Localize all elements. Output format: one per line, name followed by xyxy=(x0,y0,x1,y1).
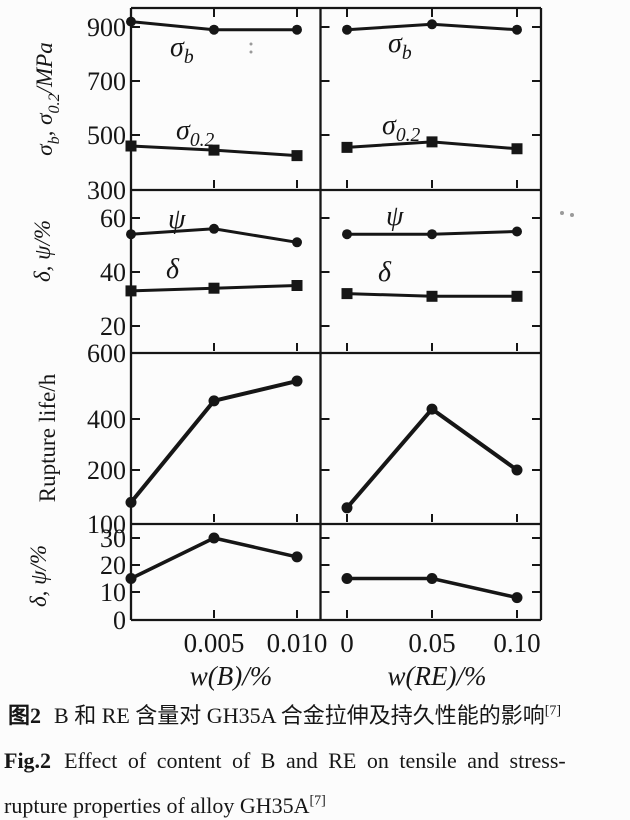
x-tick-label: 0.10 xyxy=(493,628,540,658)
y-axis-title: Rupture life/h xyxy=(35,373,60,502)
x-axis-title: w(RE)/% xyxy=(388,661,487,691)
series-col1-row2-0 xyxy=(341,403,523,514)
x-tick-label: 0.05 xyxy=(408,628,455,658)
series-label: σ0.2 xyxy=(176,115,215,151)
series-col1-row0-1: σ0.2 xyxy=(341,110,523,155)
y-tick-label: 100 xyxy=(87,510,126,539)
y-tick-label: 10 xyxy=(100,578,126,607)
series-col0-row3-0 xyxy=(125,532,303,584)
series-label: δ xyxy=(166,254,180,285)
caption-text-en-1: Effect of content of B and RE on tensile… xyxy=(64,748,566,773)
caption-line-chinese: 图2 B 和 RE 含量对 GH35A 合金拉伸及持久性能的影响[7] xyxy=(4,702,624,730)
y-tick-label: 60 xyxy=(100,204,126,233)
caption-reference-superscript: [7] xyxy=(309,793,326,809)
y-tick-label: 700 xyxy=(87,67,126,96)
axis-ticks xyxy=(132,9,540,618)
series-col0-row0-0: σb xyxy=(126,16,302,68)
series-col1-row1-1: δ xyxy=(341,257,523,302)
series-label: δ xyxy=(378,257,392,288)
y-tick-label: 30 xyxy=(100,524,126,553)
caption-text-en-2: rupture properties of alloy GH35A xyxy=(4,793,310,818)
panel-frame xyxy=(129,6,543,622)
x-axis-title: w(B)/% xyxy=(190,661,272,691)
y-axis-title: σb, σ0.2/MPa xyxy=(32,42,63,155)
series-col0-row2-0 xyxy=(125,375,303,508)
series-col0-row0-1: σ0.2 xyxy=(125,115,303,162)
series-label: σb xyxy=(388,28,412,64)
x-tick-label: 0.005 xyxy=(184,628,245,658)
y-axis-title: δ, ψ/% xyxy=(30,220,55,282)
x-tick-label: 0.010 xyxy=(267,628,328,658)
y-tick-label: 500 xyxy=(87,121,126,150)
y-tick-label: 0 xyxy=(113,606,126,635)
y-tick-label: 40 xyxy=(100,258,126,287)
scan-specks xyxy=(249,42,574,217)
caption-label-zh: 图2 xyxy=(8,703,42,728)
series-label: ψ xyxy=(386,201,404,232)
caption-label-en: Fig.2 xyxy=(4,748,52,773)
figure-plot: 900 700 500 300 60 40 20 600 400 200 100 30 20 10 0 0.0… xyxy=(26,6,574,691)
caption-text-zh: B 和 RE 含量对 GH35A 合金拉伸及持久性能的影响 xyxy=(54,703,545,728)
series-col0-row1-0: ψ xyxy=(126,204,302,248)
y-tick-label: 200 xyxy=(87,456,126,485)
y-tick-label: 20 xyxy=(100,551,126,580)
series-label: σ0.2 xyxy=(382,110,421,146)
caption-reference-superscript: [7] xyxy=(544,703,562,719)
y-tick-label: 600 xyxy=(87,339,126,368)
y-tick-label: 900 xyxy=(87,13,126,42)
series-col1-row0-0: σb xyxy=(342,19,522,64)
multi-panel-line-chart: 90070050030060402060040020010030201000.0… xyxy=(26,6,574,691)
series-label: ψ xyxy=(168,204,186,235)
caption-line-english-2: rupture properties of alloy GH35A[7] xyxy=(4,792,620,820)
y-tick-label: 400 xyxy=(87,405,126,434)
series-col1-row1-0: ψ xyxy=(342,201,522,240)
series-col1-row3-0 xyxy=(341,573,523,604)
y-tick-label: 20 xyxy=(100,312,126,341)
y-tick-label: 300 xyxy=(87,176,126,205)
series-col0-row1-1: δ xyxy=(125,254,303,297)
x-tick-label: 0 xyxy=(340,628,354,658)
y-axis-title: δ, ψ/% xyxy=(26,545,51,607)
series-label: σb xyxy=(170,32,194,68)
caption-line-english-1: Fig.2 Effect of content of B and RE on te… xyxy=(4,747,620,775)
x-axis-1: 0 0.05 0.10w(RE)/% xyxy=(340,628,540,691)
